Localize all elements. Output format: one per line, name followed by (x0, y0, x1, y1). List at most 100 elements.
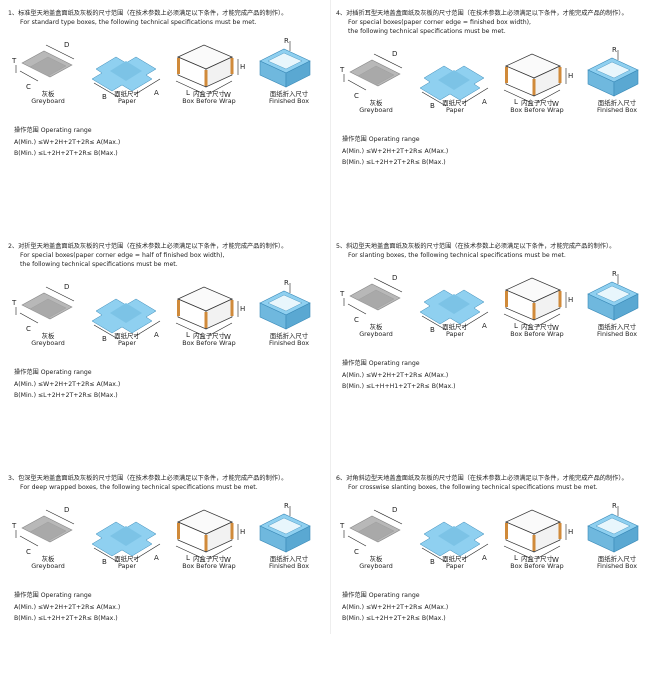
panel-title: 2、对折型天地盖盒面纸及灰板的尺寸范围（在技术参数上必须满足以下条件，才能完成产… (8, 243, 288, 250)
formula-b: B(Min.) ≤L+H+H1+2T+2R≤ B(Max.) (342, 383, 456, 390)
panel-subtitle: For standard type boxes, the following t… (20, 19, 257, 26)
panel-subtitle: For slanting boxes, the following techni… (348, 252, 566, 259)
formula-b: B(Min.) ≤L+2H+2T+2R≤ B(Max.) (342, 615, 446, 622)
inner-en: Box Before Wrap (510, 106, 564, 114)
panel-subtitles: For special boxes(paper corner edge = ha… (8, 251, 328, 269)
greyboard-en: Greyboard (359, 562, 393, 570)
greyboard-en: Greyboard (359, 106, 393, 114)
panel-subtitle: For special boxes(paper corner edge = ha… (20, 252, 225, 259)
finished-box-figure: R (582, 498, 652, 570)
finished-en: Finished Box (596, 106, 638, 114)
dim-D-label: D (392, 274, 397, 282)
dim-H-label: H (568, 296, 573, 304)
inner-cn: 内盒子尺寸 (193, 332, 225, 340)
greyboard-diagram: T D C (339, 506, 403, 556)
formula-a: A(Min.) ≤W+2H+2T+2R≤ A(Max.) (14, 604, 121, 611)
column-divider (330, 0, 331, 634)
panel-title: 4、对插折耳型天地盖盒面纸及灰板的尺寸范围（在技术参数上必须满足以下条件，才能完… (336, 10, 628, 17)
dim-D-label: D (392, 506, 397, 514)
finished-box-diagram: R (259, 279, 311, 330)
greyboard-en: Greyboard (31, 562, 65, 570)
dim-B-label: B (430, 558, 435, 566)
dim-W-label: W (224, 556, 231, 564)
greyboard-cn: 灰板 (41, 90, 55, 98)
dim-H-label: H (240, 63, 245, 71)
inner-box-figure: H L W (170, 498, 248, 570)
paper-cn: 面纸尺寸 (442, 99, 468, 107)
paper-figure: B A (88, 275, 166, 347)
operating-range-title: 操作范围 Operating range (14, 127, 92, 134)
inner-caption: 内盒子尺寸 Box Before Wrap (174, 333, 244, 347)
greyboard-caption: 灰板 Greyboard (341, 100, 411, 114)
paper-cn: 面纸尺寸 (114, 332, 140, 340)
inner-box-figure: H L W (498, 266, 576, 338)
inner-box-diagram: H L W (503, 509, 573, 564)
finished-box-figure: R (254, 498, 324, 570)
dim-L-label: L (514, 322, 518, 330)
operating-range: 操作范围 Operating range A(Min.) ≤W+2H+2T+2R… (8, 590, 328, 624)
greyboard-figure: T D C (11, 275, 84, 347)
finished-cn: 面纸折入尺寸 (269, 90, 309, 98)
paper-caption: 面纸尺寸 Paper (92, 333, 162, 347)
inner-box-diagram: H L W (175, 286, 245, 341)
dim-A-label: A (482, 322, 487, 330)
paper-cn: 面纸尺寸 (442, 555, 468, 563)
dim-L-label: L (514, 554, 518, 562)
operating-range: 操作范围 Operating range A(Min.) ≤W+2H+2T+2R… (336, 134, 656, 168)
dim-L-label: L (186, 331, 190, 339)
paper-caption: 面纸尺寸 Paper (92, 91, 162, 105)
formula-b: B(Min.) ≤L+2H+2T+2R≤ B(Max.) (342, 159, 446, 166)
finished-en: Finished Box (268, 562, 310, 570)
greyboard-cn: 灰板 (369, 99, 383, 107)
dim-W-label: W (224, 91, 231, 99)
finished-cn: 面纸折入尺寸 (597, 555, 637, 563)
dim-R-label: R (284, 279, 289, 287)
dim-D-label: D (64, 283, 69, 291)
inner-caption: 内盒子尺寸 Box Before Wrap (174, 91, 244, 105)
dim-T-label: T (12, 57, 17, 65)
dim-A-label: A (154, 331, 159, 339)
dim-C-label: C (354, 316, 359, 324)
paper-figure: B A (416, 266, 494, 338)
panel-subtitle: For crosswise slanting boxes, the follow… (348, 484, 598, 491)
spec-panel-6: 6、对角斜边型天地盖盒面纸及灰板的尺寸范围（在技术参数上必须满足以下条件，才能完… (336, 475, 656, 675)
dim-D-label: D (392, 50, 397, 58)
paper-en: Paper (117, 339, 137, 347)
diagram-row: T D C B A (8, 498, 328, 588)
panel-title: 5、斜边型天地盖盒面纸及灰板的尺寸范围（在技术参数上必须满足以下条件，才能完成产… (336, 243, 616, 250)
finished-caption: 面纸折入尺寸 Finished Box (254, 91, 324, 105)
dim-B-label: B (102, 93, 107, 101)
panel-title: 3、包深型天地盖盒面纸及灰板的尺寸范围（在技术参数上必须满足以下条件，才能完成产… (8, 475, 288, 482)
dim-C-label: C (26, 548, 31, 556)
greyboard-figure: T D C (339, 266, 412, 338)
operating-range-title: 操作范围 Operating range (342, 360, 420, 367)
greyboard-en: Greyboard (31, 97, 65, 105)
inner-en: Box Before Wrap (510, 562, 564, 570)
finished-cn: 面纸折入尺寸 (597, 323, 637, 331)
dim-C-label: C (354, 548, 359, 556)
panel-subtitles: For crosswise slanting boxes, the follow… (336, 483, 656, 492)
greyboard-figure: T D C (339, 498, 412, 570)
paper-figure: B A (416, 42, 494, 114)
paper-diagram: B A (419, 289, 489, 334)
dim-W-label: W (552, 100, 559, 108)
dim-A-label: A (154, 89, 159, 97)
paper-cn: 面纸尺寸 (114, 555, 140, 563)
operating-range: 操作范围 Operating range A(Min.) ≤W+2H+2T+2R… (336, 590, 656, 624)
inner-box-figure: H L W (170, 33, 248, 105)
operating-range-title: 操作范围 Operating range (342, 136, 420, 143)
dim-R-label: R (612, 46, 617, 54)
greyboard-diagram: T D C (11, 506, 75, 556)
inner-cn: 内盒子尺寸 (193, 555, 225, 563)
panel-subtitle: the following technical specifications m… (20, 261, 178, 268)
finished-box-diagram: R (587, 502, 639, 553)
greyboard-cn: 灰板 (41, 555, 55, 563)
paper-diagram: B A (419, 521, 489, 566)
panel-subtitle: the following technical specifications m… (348, 28, 506, 35)
finished-caption: 面纸折入尺寸 Finished Box (254, 556, 324, 570)
greyboard-caption: 灰板 Greyboard (13, 333, 83, 347)
greyboard-figure: T D C (11, 498, 84, 570)
finished-caption: 面纸折入尺寸 Finished Box (582, 100, 652, 114)
inner-en: Box Before Wrap (182, 339, 236, 347)
inner-box-figure: H L W (498, 498, 576, 570)
